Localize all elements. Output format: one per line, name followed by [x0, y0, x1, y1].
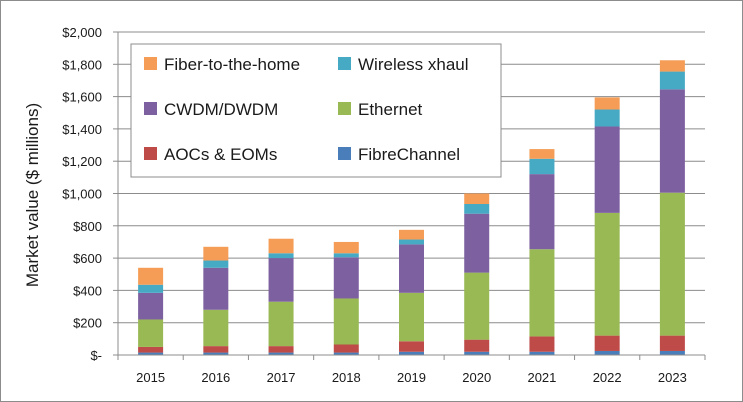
bar-segment [594, 97, 620, 110]
legend-label: Ethernet [358, 100, 423, 119]
bars [138, 60, 685, 355]
y-tick-label: $1,200 [62, 154, 102, 169]
bar-segment [399, 229, 424, 240]
x-tick-label: 2022 [593, 370, 622, 385]
bar-segment [333, 257, 359, 299]
y-axis-label: Market value ($ millions) [23, 103, 42, 287]
x-tick-label: 2020 [462, 370, 491, 385]
y-tick-label: $1,800 [62, 57, 102, 72]
x-tick-label: 2017 [267, 370, 296, 385]
bar-segment [659, 89, 685, 193]
bar-segment [138, 346, 164, 353]
bar-segment [399, 292, 424, 342]
bar-segment [464, 193, 490, 204]
x-tick-label: 2018 [332, 370, 361, 385]
bar-segment [268, 253, 294, 259]
bar-segment [594, 109, 620, 127]
bar-segment [464, 213, 490, 273]
bar-segment [529, 336, 555, 352]
legend-swatch [144, 147, 157, 160]
bar-segment [268, 301, 294, 347]
bar-segment [529, 174, 555, 250]
bar-segment [464, 351, 490, 355]
bar-segment [203, 309, 229, 347]
x-tick-label: 2019 [397, 370, 426, 385]
bar-segment [268, 258, 294, 302]
bar-segment [529, 351, 555, 355]
y-tick-label: $2,000 [62, 25, 102, 40]
legend-swatch [338, 147, 351, 160]
bar-segment [464, 272, 490, 340]
x-tick-label: 2016 [201, 370, 230, 385]
bar-segment [659, 60, 685, 72]
legend-label: FibreChannel [358, 145, 460, 164]
bar-segment [594, 350, 620, 355]
bar-segment [333, 253, 359, 258]
bar-segment [659, 335, 685, 351]
bar-segment [333, 344, 359, 353]
y-tick-label: $1,600 [62, 90, 102, 105]
bar-segment [268, 238, 294, 254]
bar-segment [399, 351, 424, 355]
y-tick-labels: $- $200 $400 $600 $800 $1,000 $1,200 $1,400 $1,6… [62, 25, 118, 363]
bar-segment [138, 319, 164, 347]
bar-segment [529, 149, 555, 159]
bar-segment [594, 126, 620, 213]
legend-box [130, 43, 502, 178]
bar-segment [203, 246, 229, 261]
y-tick-label: $800 [73, 219, 102, 234]
bar-segment [464, 203, 490, 214]
bar-segment [464, 339, 490, 352]
bar-segment [203, 267, 229, 310]
x-tick-label: 2021 [527, 370, 556, 385]
bar-segment [138, 292, 164, 320]
bar-segment [333, 352, 359, 355]
legend-label: AOCs & EOMs [164, 145, 277, 164]
bar-segment [138, 284, 164, 293]
bar-segment [659, 71, 685, 90]
bar-segment [268, 352, 294, 355]
bar-segment [333, 298, 359, 345]
legend-swatch [144, 57, 157, 70]
legend-swatch [144, 102, 157, 115]
y-tick-label: $600 [73, 251, 102, 266]
bar-segment [659, 192, 685, 336]
legend-label: Wireless xhaul [358, 55, 469, 74]
y-tick-label: $200 [73, 316, 102, 331]
bar-segment [203, 260, 229, 268]
bar-segment [594, 335, 620, 351]
bar-segment [594, 212, 620, 336]
x-tick-labels: 2015 2016 2017 2018 2019 2020 2021 2022 2023 [136, 370, 687, 385]
legend: Fiber-to-the-home Wireless xhaul CWDM/DWDM… [130, 43, 502, 178]
bar-segment [138, 267, 164, 285]
bar-segment [138, 352, 164, 355]
bar-segment [399, 244, 424, 293]
x-tick-label: 2015 [136, 370, 165, 385]
legend-label: CWDM/DWDM [164, 100, 278, 119]
bar-segment [399, 239, 424, 245]
legend-swatch [338, 102, 351, 115]
y-tick-label: $1,400 [62, 122, 102, 137]
bar-segment [268, 346, 294, 353]
y-tick-label: $400 [73, 283, 102, 298]
bar-segment [399, 341, 424, 352]
y-tick-label: $1,000 [62, 187, 102, 202]
legend-label: Fiber-to-the-home [164, 55, 300, 74]
y-tick-label: $- [90, 348, 102, 363]
legend-swatch [338, 57, 351, 70]
bar-segment [529, 249, 555, 337]
bar-segment [203, 352, 229, 355]
bar-segment [659, 350, 685, 355]
bar-segment [333, 241, 359, 254]
x-tick-label: 2023 [658, 370, 687, 385]
bar-segment [529, 158, 555, 175]
bar-segment [203, 346, 229, 353]
